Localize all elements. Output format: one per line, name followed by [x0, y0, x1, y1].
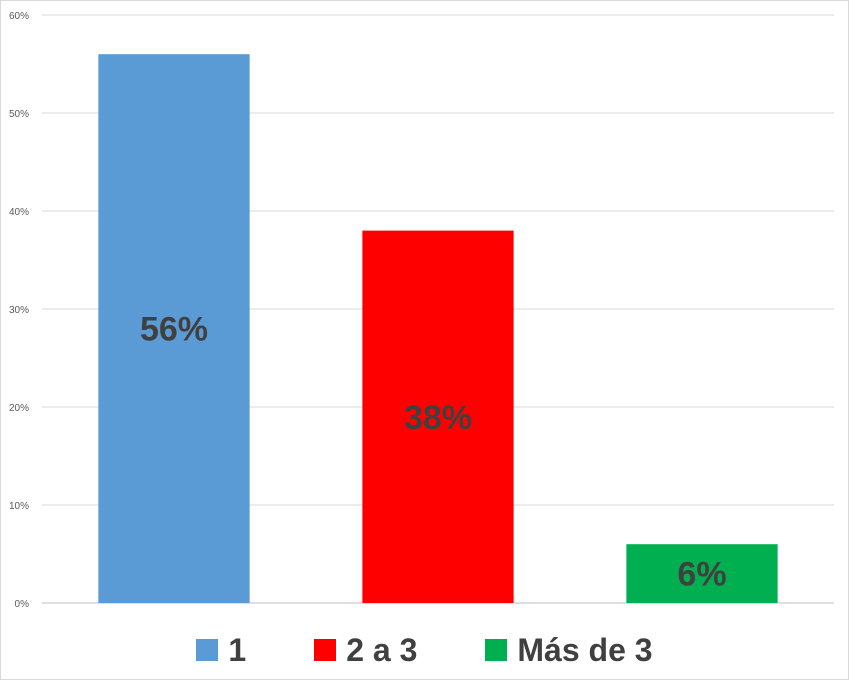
bar: [98, 54, 250, 603]
legend-item-1: 1: [196, 632, 246, 669]
legend-item-mas-de-3: Más de 3: [485, 631, 653, 669]
y-tick-label: 60%: [9, 11, 29, 22]
legend-swatch-mas-de-3: [485, 639, 508, 661]
legend-swatch-2-a-3: [314, 639, 337, 661]
chart-legend: 1 2 a 3 Más de 3: [0, 628, 849, 672]
legend-label-mas-de-3: Más de 3: [517, 631, 653, 668]
legend-label-1: 1: [228, 631, 247, 668]
bar: [626, 544, 778, 603]
y-tick-label: 50%: [9, 109, 29, 120]
legend-swatch-1: [196, 639, 219, 661]
bar-chart: 0% 10% 20% 30% 40% 50% 60% 56% 38% 6%: [9, 11, 834, 610]
y-tick-label: 10%: [9, 501, 29, 512]
bar: [362, 230, 514, 603]
y-tick-label: 40%: [9, 207, 29, 218]
legend-item-2-a-3: 2 a 3: [314, 632, 417, 669]
legend-label-2-a-3: 2 a 3: [346, 631, 418, 668]
y-tick-label: 20%: [9, 403, 29, 414]
y-tick-label: 30%: [9, 305, 29, 316]
y-tick-label: 0%: [15, 599, 30, 610]
data-label: 56%: [140, 311, 208, 349]
data-label: 38%: [404, 399, 472, 437]
data-label: 6%: [677, 556, 726, 594]
